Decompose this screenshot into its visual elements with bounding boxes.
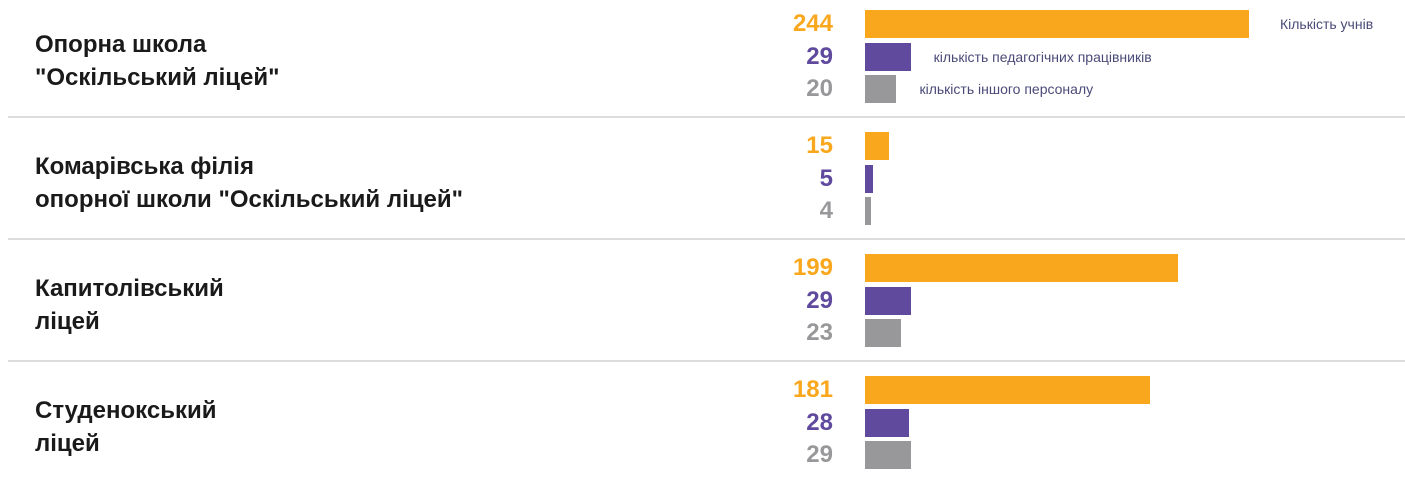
row-separator bbox=[8, 360, 1405, 362]
category-label: Комарівська філія опорної школи "Оскільс… bbox=[35, 153, 463, 213]
value-label: 4 bbox=[819, 197, 833, 224]
value-label: 23 bbox=[806, 319, 833, 346]
bar bbox=[865, 286, 911, 315]
value-label: 244 bbox=[792, 10, 833, 37]
bar bbox=[865, 10, 1249, 38]
value-label: 29 bbox=[806, 286, 833, 314]
bar bbox=[865, 42, 911, 71]
value-label: 29 bbox=[806, 441, 833, 468]
legend-label: кількість іншого персоналу bbox=[919, 81, 1094, 97]
bar bbox=[865, 319, 902, 347]
legend-label: Кількість учнів bbox=[1280, 16, 1374, 32]
bar bbox=[865, 441, 911, 469]
bar bbox=[865, 376, 1150, 404]
bar bbox=[865, 254, 1179, 282]
value-label: 20 bbox=[806, 75, 833, 102]
value-label: 5 bbox=[819, 164, 833, 192]
category-label: Капитолівський ліцей bbox=[35, 275, 224, 335]
row-separator bbox=[8, 116, 1405, 118]
value-label: 15 bbox=[806, 132, 833, 159]
value-label: 181 bbox=[792, 376, 833, 403]
bar bbox=[865, 197, 872, 225]
legend-label: кількість педагогічних працівників bbox=[933, 48, 1152, 65]
value-label: 28 bbox=[806, 408, 833, 436]
value-label: 29 bbox=[806, 42, 833, 70]
bar bbox=[865, 132, 889, 160]
value-label: 199 bbox=[792, 254, 833, 281]
bar bbox=[865, 75, 897, 103]
category-label: Опорна школа "Оскільський ліцей" bbox=[35, 31, 280, 91]
row-separator bbox=[8, 238, 1405, 240]
bar bbox=[865, 164, 873, 193]
category-label: Студенокський ліцей bbox=[35, 397, 217, 457]
bar bbox=[865, 408, 910, 437]
